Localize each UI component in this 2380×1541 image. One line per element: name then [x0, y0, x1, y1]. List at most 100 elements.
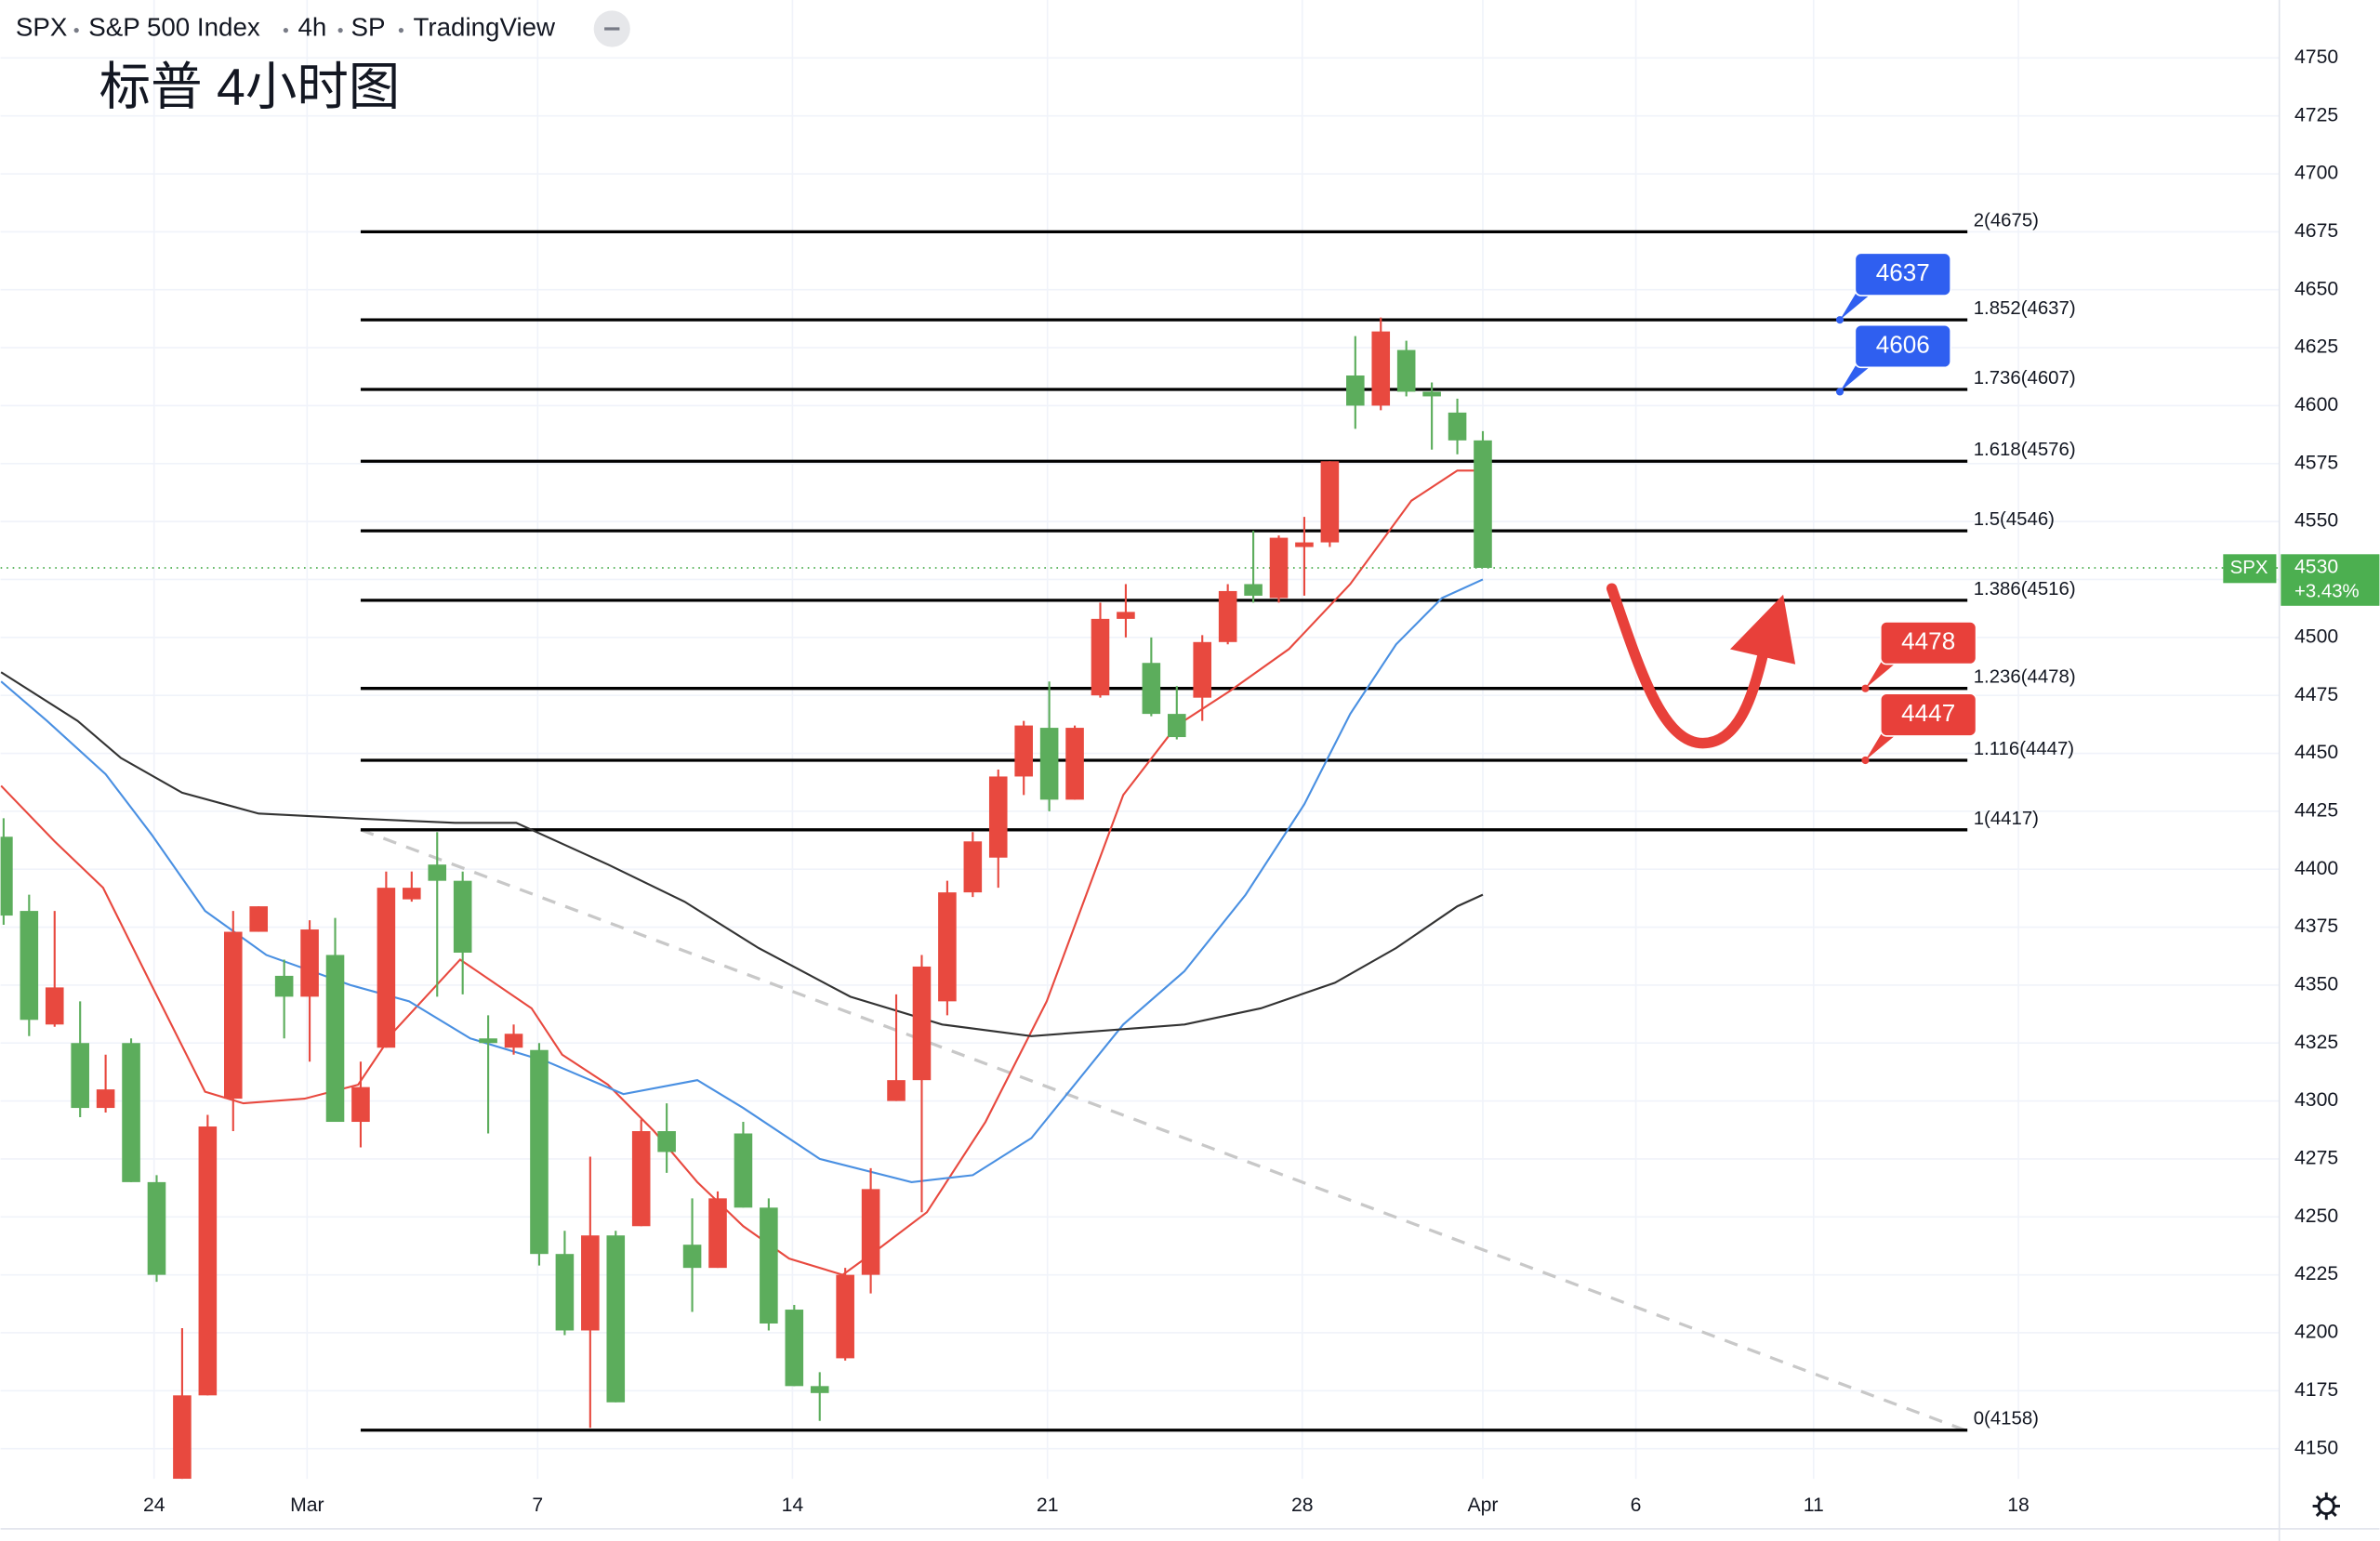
candle-body: [912, 966, 932, 1081]
fib-label: 1.236(4478): [1974, 667, 2076, 688]
exchange: SP: [351, 12, 386, 41]
x-tick-label: Apr: [1467, 1495, 1498, 1516]
candle-body: [1448, 412, 1467, 441]
y-tick-label: 4600: [2294, 394, 2338, 415]
candle-body: [0, 836, 13, 916]
y-tick-label: 4225: [2294, 1263, 2338, 1284]
fib-label: 2(4675): [1974, 210, 2039, 230]
candle-body: [1039, 728, 1059, 800]
y-tick-label: 4425: [2294, 799, 2338, 821]
candle-body: [1014, 725, 1033, 777]
y-tick-label: 4725: [2294, 104, 2338, 125]
candle-body: [96, 1089, 115, 1109]
separator: [73, 28, 79, 33]
candle-body: [198, 1126, 218, 1396]
candle-body: [1295, 542, 1314, 547]
candle-body: [988, 776, 1008, 858]
candle-body: [1218, 590, 1237, 642]
last-price-tag: [2281, 554, 2380, 606]
candle-body: [708, 1198, 727, 1269]
moving-average: [0, 671, 1484, 1037]
fib-label: 1.852(4637): [1974, 298, 2076, 319]
candle-body: [1269, 537, 1289, 599]
last-price-change: +3.43%: [2294, 582, 2360, 602]
callout-tail: [1865, 658, 1902, 689]
x-tick-label: 14: [782, 1495, 804, 1516]
y-tick-label: 4300: [2294, 1089, 2338, 1111]
candle-body: [682, 1245, 702, 1269]
y-tick-label: 4350: [2294, 974, 2338, 995]
candle-body: [1371, 331, 1391, 406]
callout-label: 4447: [1901, 699, 1955, 727]
candle-body: [351, 1087, 370, 1123]
y-tick-label: 4325: [2294, 1032, 2338, 1053]
candle-body: [453, 880, 472, 953]
y-tick-label: 4275: [2294, 1148, 2338, 1169]
separator: [283, 28, 289, 33]
candle-body: [1193, 641, 1212, 698]
candle-body: [173, 1395, 192, 1480]
callout-box: [1879, 692, 1977, 737]
candle-body: [938, 892, 957, 1002]
candle-body: [403, 888, 421, 900]
y-tick-label: 4550: [2294, 510, 2338, 532]
y-tick-label: 4450: [2294, 742, 2338, 763]
y-tick-label: 4175: [2294, 1379, 2338, 1401]
y-tick-label: 4625: [2294, 336, 2338, 358]
candle-body: [428, 864, 447, 881]
source: TradingView: [413, 12, 556, 41]
symbol-tag: [2223, 554, 2277, 584]
candle-body: [1167, 714, 1186, 738]
candle-body: [377, 888, 396, 1048]
callout-tail: [1865, 730, 1902, 760]
x-tick-label: Mar: [290, 1495, 324, 1516]
callout-box: [1854, 323, 1951, 369]
candle-body: [1346, 375, 1365, 406]
candle-body: [479, 1038, 497, 1044]
callout-label: 4478: [1901, 627, 1955, 655]
price-scale: [2279, 0, 2380, 1541]
interval: 4h: [298, 12, 326, 41]
candle-body: [1396, 349, 1416, 392]
candle-body: [963, 841, 983, 893]
symbol-name: S&P 500 Index: [88, 12, 260, 41]
y-tick-label: 4375: [2294, 915, 2338, 937]
candle-body: [223, 931, 243, 1100]
candle-body: [734, 1133, 753, 1208]
candle-body: [1117, 612, 1135, 619]
symbol: SPX: [16, 12, 68, 41]
y-tick-label: 4750: [2294, 46, 2338, 68]
settings-button[interactable]: [2312, 1492, 2340, 1521]
candle-body: [1474, 440, 1492, 568]
plot-area: 2(4675) 1.852(4637) 1.736(4607) 1.618(4576)…: [0, 210, 2280, 1480]
candle-body: [657, 1131, 676, 1152]
candle-body: [147, 1181, 166, 1275]
callout-box: [1854, 252, 1951, 296]
candle-body: [836, 1274, 854, 1359]
callout-anchor: [1861, 756, 1870, 765]
axes: 4150 4175 4200 4225 4250 4275 4300 4325 4350 4375…: [143, 46, 2338, 1516]
y-tick-label: 4475: [2294, 684, 2338, 705]
y-tick-label: 4200: [2294, 1322, 2338, 1343]
separator: [398, 28, 404, 33]
y-tick-label: 4650: [2294, 278, 2338, 299]
candle-body: [274, 975, 294, 997]
candle-body: [1422, 391, 1441, 397]
candle-body: [810, 1386, 829, 1393]
candle-body: [1065, 728, 1084, 800]
arrow-head: [1729, 594, 1796, 665]
candle-body: [1320, 461, 1340, 543]
fib-label: 0(4158): [1974, 1409, 2039, 1429]
y-tick-label: 4400: [2294, 858, 2338, 879]
callout-label: 4606: [1876, 330, 1930, 358]
callout-anchor: [1835, 316, 1844, 324]
fib-label: 1.116(4447): [1974, 739, 2074, 759]
callout-label: 4637: [1876, 258, 1930, 286]
candle-body: [606, 1235, 626, 1403]
candle-body: [887, 1080, 906, 1101]
candle-body: [300, 929, 319, 997]
grid: [0, 0, 2280, 1480]
candle-body: [785, 1310, 804, 1387]
candle-body: [581, 1235, 600, 1331]
